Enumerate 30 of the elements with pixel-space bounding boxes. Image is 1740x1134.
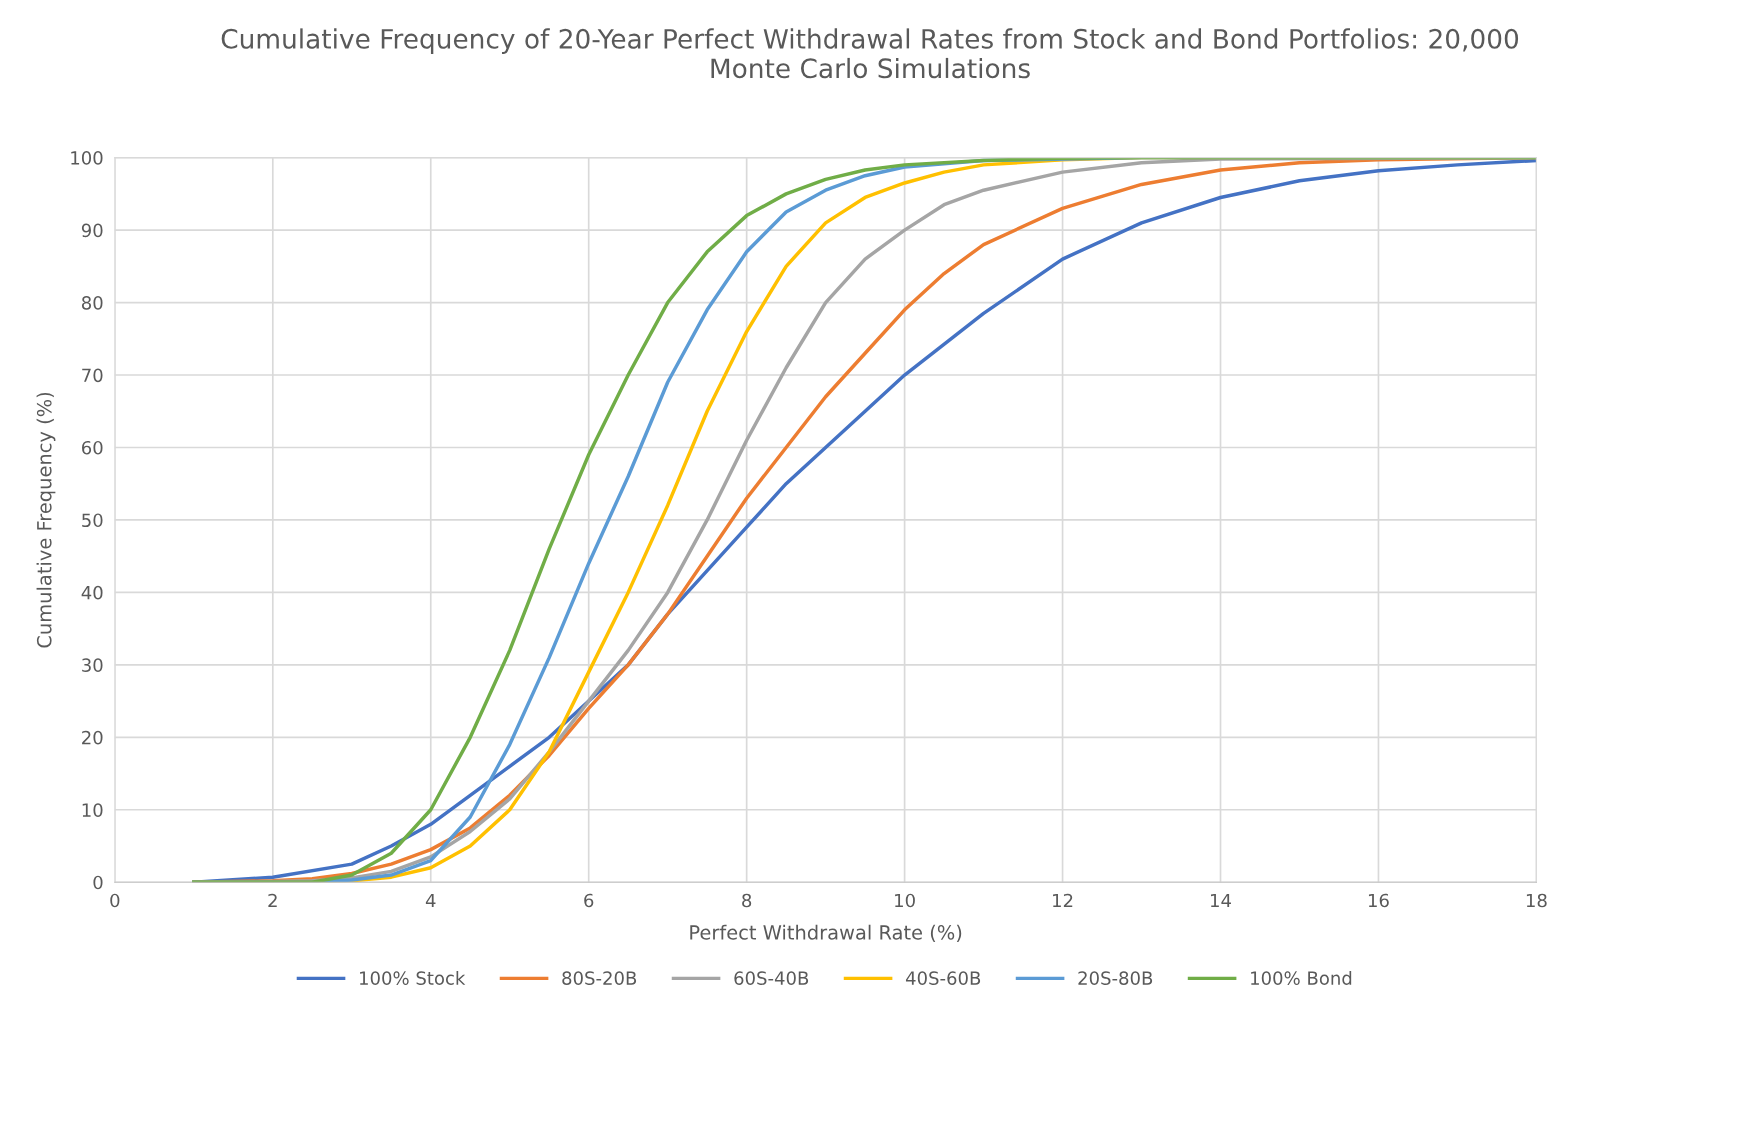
x-tick-label: 4	[425, 893, 436, 908]
y-tick-label: 90	[81, 223, 103, 238]
x-tick-label: 2	[268, 893, 277, 908]
y-tick-label: 50	[82, 513, 103, 528]
x-tick-label: 16	[1368, 893, 1389, 908]
x-tick-label: 10	[895, 893, 915, 908]
x-axis-title: Perfect Withdrawal Rate (%)	[690, 924, 962, 943]
y-tick-label: 10	[82, 803, 103, 817]
x-tick-label: 14	[1211, 893, 1231, 908]
y-axis-title: Cumulative Frequency (%)	[36, 392, 56, 648]
y-tick-label: 40	[81, 585, 103, 600]
legend-label: 60S-40B	[734, 971, 809, 985]
legend-label: 80S-20B	[562, 971, 637, 985]
y-tick-label: 70	[82, 368, 103, 383]
x-tick-label: 0	[110, 893, 120, 908]
y-tick-label: 0	[93, 875, 103, 890]
legend-label: 100% Bond	[1251, 970, 1352, 985]
legend-label: 20S-80B	[1078, 971, 1153, 985]
x-tick-label: 12	[1053, 893, 1073, 908]
y-tick-label: 60	[82, 440, 103, 455]
x-tick-label: 8	[742, 893, 752, 908]
x-tick-label: 18	[1526, 893, 1547, 908]
chart-title: Cumulative Frequency of 20-Year Perfect Withdrawal Rates from Stock and Bond Portfolios: 20,000 Monte Carlo Simulations	[221, 28, 1519, 79]
legend-label: 40S-60B	[905, 971, 981, 985]
y-tick-label: 100	[71, 151, 103, 165]
legend-label: 100% Stock	[360, 970, 466, 985]
y-tick-label: 30	[82, 658, 103, 672]
x-tick-label: 6	[584, 893, 594, 908]
y-tick-label: 20	[82, 730, 103, 745]
y-tick-label: 80	[81, 296, 103, 310]
